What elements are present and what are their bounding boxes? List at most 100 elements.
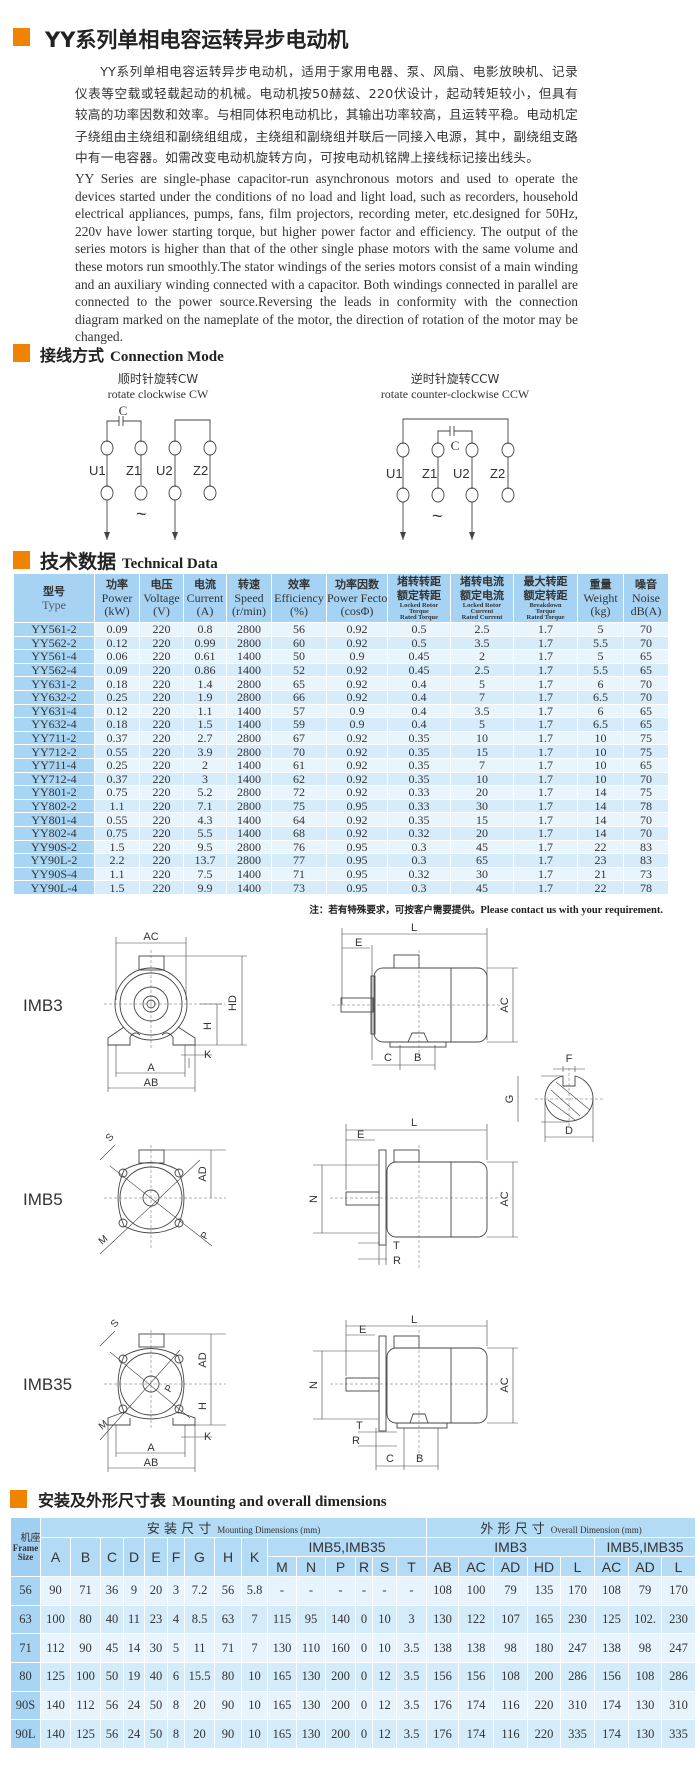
data-cell: 14 <box>577 825 624 841</box>
header-text: (cosΦ) <box>340 604 374 618</box>
data-cell: 7.1 <box>183 798 227 814</box>
data-cell: 230 <box>661 1604 697 1635</box>
dim-b: B <box>416 1453 423 1465</box>
data-cell: 108 <box>628 1662 663 1692</box>
data-cell: 107 <box>493 1604 529 1635</box>
data-cell: 59 <box>271 717 327 732</box>
data-cell: 90 <box>40 1576 71 1606</box>
data-cell: 9.5 <box>183 839 227 855</box>
data-cell: 220 <box>139 703 184 719</box>
cw-terminal-z1: Z1 <box>126 463 141 478</box>
data-cell: 11 <box>123 1604 145 1635</box>
dim-p: P <box>199 1230 212 1242</box>
header-text: 电流 <box>194 578 216 591</box>
data-cell: 130 <box>267 1633 297 1664</box>
data-cell: 2800 <box>226 853 272 868</box>
data-cell: 0.35 <box>387 757 451 773</box>
data-cell: 1.7 <box>513 757 578 773</box>
data-cell: 1400 <box>226 880 272 895</box>
data-cell: 80 <box>214 1662 242 1692</box>
data-cell: 3.5 <box>450 703 514 719</box>
data-cell: 0.92 <box>326 785 388 800</box>
data-cell: 0.09 <box>94 622 140 637</box>
ccw-terminal-u2: U2 <box>453 466 470 481</box>
dim-ab: AB <box>144 1077 159 1089</box>
table-row: 90S 140 112 56 24 50 8 20 90 10 165 130 200 0 12 3.5 176… <box>10 1690 697 1721</box>
data-cell: 14 <box>577 798 624 814</box>
ccw-terminals <box>396 442 515 503</box>
table-row: YY711-4 0.25 220 2 1400 61 0.92 0.35 7 1.7 10 65 <box>13 757 669 773</box>
technical-heading-en: Technical Data <box>122 556 218 572</box>
data-cell: 170 <box>560 1576 596 1606</box>
data-cell: 77 <box>271 853 327 868</box>
data-cell: 116 <box>493 1719 529 1750</box>
data-cell: 2 <box>450 649 514 664</box>
dim-a: A <box>147 1442 155 1454</box>
data-cell: 67 <box>271 730 327 746</box>
data-cell: 0 <box>355 1662 373 1692</box>
data-cell: 0.92 <box>326 622 388 637</box>
data-cell: 220 <box>139 730 184 746</box>
data-cell: 2.5 <box>450 622 514 637</box>
data-cell: 8 <box>167 1690 185 1721</box>
data-cell: 1.4 <box>183 676 227 691</box>
header-text: Power Fector <box>327 591 388 605</box>
data-cell: 156 <box>594 1662 630 1692</box>
data-cell: 165 <box>527 1604 562 1635</box>
data-cell: 0.09 <box>94 662 140 678</box>
data-cell: 50 <box>271 649 327 664</box>
data-cell: 10 <box>577 757 624 773</box>
data-cell: 0 <box>355 1633 373 1664</box>
data-cell: 100 <box>70 1662 101 1692</box>
connection-heading: 接线方式 Connection Mode <box>40 342 224 366</box>
data-cell: 230 <box>560 1604 596 1635</box>
ccw-ac-symbol: ~ <box>432 506 443 526</box>
data-cell: 220 <box>139 839 184 855</box>
data-cell: 165 <box>267 1662 297 1692</box>
data-cell: 0.9 <box>326 649 388 664</box>
data-cell: 62 <box>271 771 327 787</box>
connection-heading-en: Connection Mode <box>110 349 224 365</box>
data-cell: 220 <box>139 798 184 814</box>
table-row: YY562-4 0.09 220 0.86 1400 52 0.92 0.45 2.5 1.7 5.… <box>13 662 669 678</box>
column-header: AD <box>493 1556 529 1577</box>
data-cell: 0.8 <box>183 622 227 637</box>
data-cell: 71 <box>271 866 327 882</box>
column-header: H <box>214 1537 242 1577</box>
data-cell: 30 <box>450 798 514 814</box>
data-cell: 10 <box>241 1662 268 1692</box>
header-text: Efficiency <box>274 591 324 605</box>
data-cell: 60 <box>271 635 327 651</box>
data-cell: 0.35 <box>387 744 451 759</box>
model-cell: YY711-4 <box>13 757 95 773</box>
data-cell: 1.1 <box>183 703 227 719</box>
data-cell: 174 <box>594 1690 630 1721</box>
cw-terminal-z2: Z2 <box>193 463 208 478</box>
ccw-terminal-u1: U1 <box>386 466 403 481</box>
requirement-note: 注：若有特殊要求，可按客户需要提供。Please contact us with… <box>309 902 663 916</box>
group-header-imb5-imb35: IMB5,IMB35 <box>266 1537 428 1557</box>
ccw-title-en: rotate counter-clockwise CCW <box>381 387 530 401</box>
data-cell: 0.92 <box>326 771 388 787</box>
data-cell: 15 <box>450 744 514 759</box>
data-cell: 5 <box>577 622 624 637</box>
data-cell: 20 <box>184 1690 215 1721</box>
data-cell: 180 <box>527 1633 562 1664</box>
data-cell: 1.7 <box>513 649 578 664</box>
data-cell: 9.9 <box>183 880 227 895</box>
data-cell: 3.9 <box>183 744 227 759</box>
dim-h: H <box>202 1022 214 1030</box>
data-cell: 0.92 <box>326 757 388 773</box>
data-cell: 72 <box>271 785 327 800</box>
data-cell: 40 <box>144 1662 168 1692</box>
model-cell: YY801-2 <box>13 785 95 800</box>
data-cell: 73 <box>623 866 669 882</box>
data-cell: 30 <box>450 866 514 882</box>
header-text: (kW) <box>104 604 130 618</box>
dimensions-heading-cn: 安装及外形尺寸表 <box>38 1491 167 1510</box>
data-cell: 23 <box>144 1604 168 1635</box>
data-cell: 1.7 <box>513 839 578 855</box>
data-cell: 50 <box>144 1690 168 1721</box>
data-cell: 7 <box>450 757 514 773</box>
data-cell: 138 <box>426 1633 460 1664</box>
